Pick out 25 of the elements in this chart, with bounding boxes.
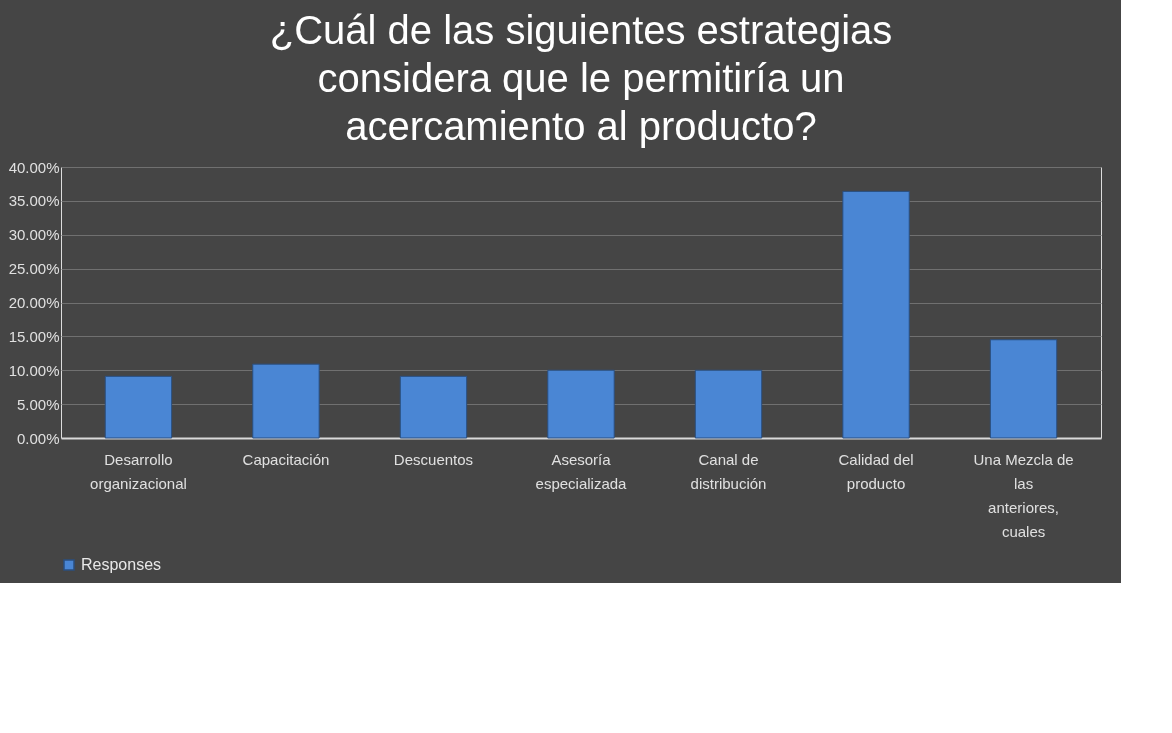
x-tick-label: Descuentos <box>393 450 474 468</box>
x-tick-label: Capacitación <box>242 450 330 468</box>
y-tick-label: 35.00% <box>8 192 60 210</box>
y-tick-label: 20.00% <box>8 294 60 311</box>
y-tick-label: 0.00% <box>16 429 60 447</box>
x-tick-label: Canal de distribución <box>690 450 767 492</box>
y-tick-label: 30.00% <box>8 226 60 244</box>
chart-title: ¿Cuál de las siguientes estrategias considera que le permitiría un acercamiento al producto? <box>269 8 893 148</box>
bar <box>989 339 1058 439</box>
bar <box>547 369 615 439</box>
x-tick-label: Desarrollo organizacional <box>90 450 187 492</box>
bar <box>694 369 763 439</box>
y-tick-label: 40.00% <box>8 158 60 176</box>
bar <box>104 375 173 439</box>
x-tick-label: Una Mezcla de las anteriores, cuales <box>973 450 1074 540</box>
bar <box>842 190 910 439</box>
bar <box>252 363 320 439</box>
y-tick-label: 25.00% <box>8 260 60 278</box>
y-tick-label: 15.00% <box>8 327 60 345</box>
bar <box>399 375 468 439</box>
legend-label: Responses <box>81 556 162 573</box>
y-tick-label: 10.00% <box>8 361 60 379</box>
x-tick-label: Asesoría especializada <box>535 450 628 492</box>
x-tick-label: Calidad del producto <box>838 450 914 492</box>
y-tick-label: 5.00% <box>16 395 60 413</box>
